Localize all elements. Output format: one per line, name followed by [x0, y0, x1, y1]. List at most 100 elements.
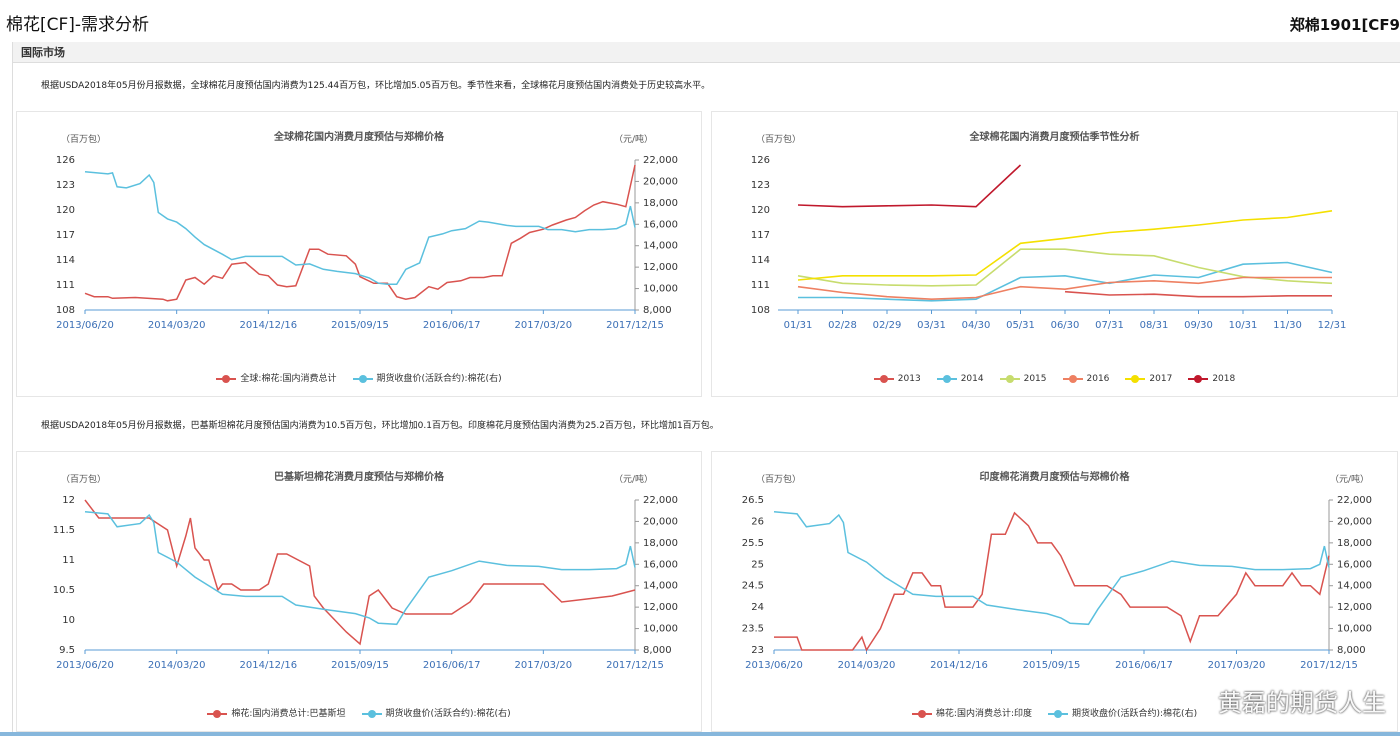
legend-item[interactable]: 2017	[1125, 374, 1172, 384]
right-tick-label: 16,000	[643, 219, 678, 230]
series-line	[84, 171, 636, 286]
left-tick-label: 12	[62, 495, 75, 506]
chart-panel-seasonal: 全球棉花国内消费月度预估季节性分析 （百万包） 108 111 114 117 120 1…	[711, 111, 1398, 397]
left-tick-label: 111	[56, 280, 75, 291]
x-tick-label: 10/31	[1229, 320, 1258, 331]
left-tick-label: 114	[56, 255, 75, 266]
x-tick-label: 07/31	[1095, 320, 1124, 331]
left-tick-label: 108	[56, 305, 75, 316]
right-tick-label: 8,000	[1337, 645, 1366, 656]
chart-title: 全球棉花国内消费月度预估季节性分析	[969, 132, 1140, 143]
legend-label: 2016	[1086, 374, 1110, 384]
x-tick-label: 2014/03/20	[838, 660, 896, 671]
right-unit: （元/吨）	[613, 135, 653, 145]
right-tick-label: 18,000	[643, 198, 678, 209]
x-tick-label: 2017/12/15	[606, 320, 664, 331]
analysis-text-pakistan-india: 根据USDA2018年05月份月报数据，巴基斯坦棉花月度预估国内消费为10.5百…	[41, 421, 719, 431]
right-tick-label: 8,000	[643, 645, 672, 656]
analysis-text-global: 根据USDA2018年05月份月报数据，全球棉花月度预估国内消费为125.44百…	[41, 81, 711, 91]
series-line	[773, 511, 1330, 626]
international-market-section: 国际市场 根据USDA2018年05月份月报数据，全球棉花月度预估国内消费为12…	[12, 42, 1400, 736]
window-bottom-strip	[0, 732, 1400, 736]
x-tick-label: 11/30	[1273, 320, 1302, 331]
x-tick-label: 2017/03/20	[515, 320, 573, 331]
x-tick-label: 2013/06/20	[56, 320, 114, 331]
legend-swatch	[1125, 374, 1146, 383]
legend-item[interactable]: 2016	[1062, 374, 1110, 384]
legend-item[interactable]: 2014	[936, 374, 984, 384]
chart-global-svg: 108 111 114 117 120 123 126 8,000 10,000 12,000 14…	[56, 155, 678, 331]
x-tick-label: 2013/06/20	[745, 660, 803, 671]
legend-swatch	[1062, 374, 1083, 383]
right-tick-label: 10,000	[643, 284, 678, 295]
legend: 2013 2014 2015 2016 2017 2018	[712, 374, 1397, 384]
legend-label: 期货收盘价(活跃合约):棉花(右)	[385, 709, 511, 719]
left-tick-label: 25	[751, 559, 764, 570]
contract-title: 郑棉1901[CF9	[1289, 16, 1400, 34]
right-tick-label: 22,000	[643, 155, 678, 166]
left-tick-label: 11	[62, 555, 75, 566]
chart-panel-pakistan: 巴基斯坦棉花消费月度预估与郑棉价格 （百万包） （元/吨） 9.5 10 10.5 1…	[16, 451, 702, 732]
x-tick-label: 2014/12/16	[240, 660, 298, 671]
legend-item[interactable]: 全球:棉花:国内消费总计	[216, 371, 337, 384]
left-tick-label: 123	[751, 180, 770, 191]
legend-item[interactable]: 期货收盘价(活跃合约):棉花(右)	[352, 371, 502, 384]
left-tick-label: 117	[751, 230, 770, 241]
left-tick-label: 108	[751, 305, 770, 316]
x-tick-label: 2016/06/17	[1115, 660, 1173, 671]
legend-item[interactable]: 期货收盘价(活跃合约):棉花(右)	[1048, 706, 1197, 719]
chart-panel-global: 全球棉花国内消费月度预估与郑棉价格 （百万包） （元/吨） 108 111 114 1…	[16, 111, 702, 397]
right-tick-label: 12,000	[643, 602, 678, 613]
legend-label: 全球:棉花:国内消费总计	[240, 374, 337, 384]
series-line-2014	[798, 261, 1333, 302]
legend-swatch	[999, 374, 1020, 383]
x-tick-label: 08/31	[1140, 320, 1169, 331]
right-tick-label: 10,000	[643, 624, 678, 635]
right-tick-label: 18,000	[1337, 538, 1372, 549]
legend-item[interactable]: 期货收盘价(活跃合约):棉花(右)	[361, 706, 511, 719]
right-tick-label: 18,000	[643, 538, 678, 549]
left-tick-label: 10.5	[53, 585, 75, 596]
legend-label: 2015	[1023, 374, 1047, 384]
legend-swatch	[1188, 374, 1209, 383]
right-tick-label: 10,000	[1337, 624, 1372, 635]
chart-pakistan-svg: 9.5 10 10.5 11 11.5 12 8,000 10,000 12,000 14,000…	[53, 495, 678, 671]
x-tick-label: 2017/03/20	[515, 660, 573, 671]
chart-india-svg: 23 23.5 24 24.5 25 25.5 26 26.5 8,000 10,000 12,00…	[742, 495, 1372, 671]
legend-label: 期货收盘价(活跃合约):棉花(右)	[1072, 709, 1198, 719]
left-tick-label: 10	[62, 615, 75, 626]
left-unit: （百万包）	[61, 475, 107, 485]
chart-panel-india: 印度棉花消费月度预估与郑棉价格 （百万包） （元/吨） 23 23.5 24 24.5…	[711, 451, 1398, 732]
x-tick-label: 2016/06/17	[423, 320, 481, 331]
x-tick-label: 05/31	[1006, 320, 1035, 331]
right-unit: （元/吨）	[613, 475, 653, 485]
legend-label: 棉花:国内消费总计:巴基斯坦	[231, 709, 346, 719]
page-title: 棉花[CF]-需求分析	[6, 15, 150, 35]
x-tick-label: 2014/03/20	[148, 660, 206, 671]
right-tick-label: 22,000	[1337, 495, 1372, 506]
legend: 棉花:国内消费总计:印度 期货收盘价(活跃合约):棉花(右)	[712, 706, 1397, 719]
x-tick-label: 2013/06/20	[56, 660, 114, 671]
legend-label: 2013	[897, 374, 921, 384]
left-tick-label: 120	[56, 205, 75, 216]
legend-item[interactable]: 2018	[1188, 374, 1235, 384]
legend-item[interactable]: 棉花:国内消费总计:巴基斯坦	[207, 706, 346, 719]
legend-label: 2018	[1212, 374, 1236, 384]
legend-item[interactable]: 2013	[873, 374, 921, 384]
legend-swatch	[207, 709, 228, 718]
x-tick-label: 2015/09/15	[331, 320, 389, 331]
right-tick-label: 12,000	[1337, 602, 1372, 613]
left-tick-label: 25.5	[742, 538, 764, 549]
right-tick-label: 12,000	[643, 262, 678, 273]
top-bar: 棉花[CF]-需求分析 郑棉1901[CF9	[0, 0, 1400, 42]
legend-item[interactable]: 2015	[999, 374, 1047, 384]
legend-swatch	[361, 709, 382, 718]
left-tick-label: 123	[56, 180, 75, 191]
chart-title: 全球棉花国内消费月度预估与郑棉价格	[274, 132, 444, 143]
left-tick-label: 126	[751, 155, 770, 166]
left-tick-label: 26.5	[742, 495, 764, 506]
series-line-2013	[1064, 290, 1332, 298]
legend-item[interactable]: 棉花:国内消费总计:印度	[911, 706, 1032, 719]
left-unit: （百万包）	[61, 135, 107, 145]
right-tick-label: 20,000	[643, 176, 678, 187]
